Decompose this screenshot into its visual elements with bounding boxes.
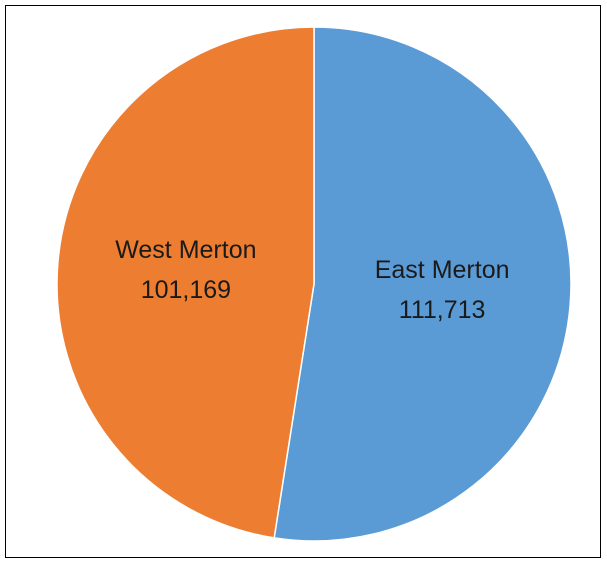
slice-label-west-merton-value: 101,169 xyxy=(141,276,231,304)
labels-layer: East Merton 111,713 West Merton 101,169 xyxy=(115,236,509,324)
slice-label-west-merton-name: West Merton xyxy=(115,236,256,264)
slice-label-east-merton-value: 111,713 xyxy=(399,296,486,324)
pie-slice-east-merton xyxy=(273,26,572,542)
slice-label-east-merton-name: East Merton xyxy=(375,256,510,284)
slices-layer xyxy=(56,26,572,542)
pie-slice-west-merton xyxy=(56,26,315,539)
